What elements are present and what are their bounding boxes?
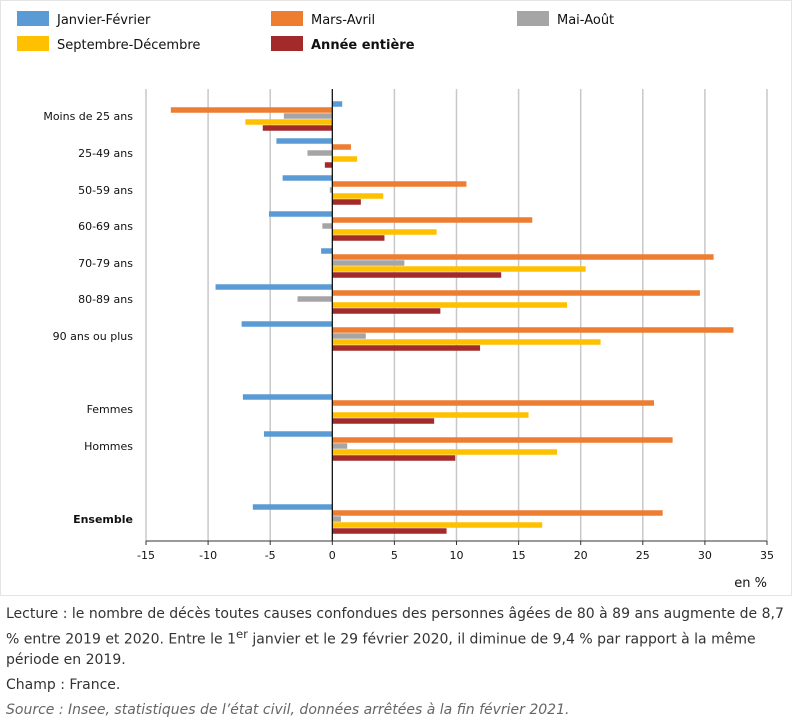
bar-annee-entiere-50-59-ans bbox=[332, 199, 361, 205]
bar-mars-avril-80-89-ans bbox=[332, 290, 700, 296]
bar-annee-entiere-90-ans-ou-plus bbox=[332, 345, 481, 351]
x-tick-label: -15 bbox=[137, 549, 155, 562]
bar-mai-aout-moins-de-25-ans bbox=[283, 113, 333, 119]
bar-mai-aout-80-89-ans bbox=[297, 296, 333, 302]
x-tick-label: 35 bbox=[760, 549, 774, 562]
chart-panel: Janvier-Février Mars-Avril Mai-Août Septemb… bbox=[0, 0, 792, 596]
category-label-femmes: Femmes bbox=[87, 403, 134, 416]
legend-label-septembre-decembre: Septembre-Décembre bbox=[57, 38, 200, 53]
bar-mars-avril-90-ans-ou-plus bbox=[332, 327, 734, 333]
bar-mai-aout-60-69-ans bbox=[322, 223, 333, 229]
legend-label-annee-entiere: Année entière bbox=[311, 38, 415, 53]
chart-notes: Lecture : le nombre de décès toutes caus… bbox=[6, 604, 796, 720]
x-tick-label: 25 bbox=[636, 549, 650, 562]
x-tick-label: -5 bbox=[265, 549, 276, 562]
bar-mai-aout-25-49-ans bbox=[307, 150, 333, 156]
bar-janvier-fevrier-moins-de-25-ans bbox=[332, 101, 343, 107]
bar-annee-entiere-25-49-ans bbox=[324, 162, 333, 168]
bar-annee-entiere-70-79-ans bbox=[332, 272, 502, 278]
category-label-hommes: Hommes bbox=[84, 440, 133, 453]
x-tick-label: 20 bbox=[574, 549, 588, 562]
legend-label-mars-avril: Mars-Avril bbox=[311, 13, 375, 28]
legend-swatch-janvier-fevrier bbox=[17, 11, 49, 26]
reading-note-part1: Lecture : le nombre de décès toutes caus… bbox=[6, 606, 784, 648]
x-tick-label: 30 bbox=[698, 549, 712, 562]
bar-mars-avril-50-59-ans bbox=[332, 181, 467, 187]
bar-septembre-decembre-25-49-ans bbox=[332, 156, 358, 162]
category-label-80-89-ans: 80-89 ans bbox=[78, 293, 133, 306]
bar-chart: Janvier-Février Mars-Avril Mai-Août Septemb… bbox=[17, 11, 774, 591]
bar-mars-avril-femmes bbox=[332, 400, 654, 406]
category-label-50-59-ans: 50-59 ans bbox=[78, 184, 133, 197]
category-label-60-69-ans: 60-69 ans bbox=[78, 220, 133, 233]
bar-septembre-decembre-femmes bbox=[332, 412, 529, 418]
bar-mai-aout-90-ans-ou-plus bbox=[332, 333, 366, 339]
reading-note: Lecture : le nombre de décès toutes caus… bbox=[6, 604, 796, 670]
x-tick-label: 15 bbox=[512, 549, 526, 562]
reading-note-superscript: er bbox=[235, 627, 248, 641]
x-axis-title: en % bbox=[734, 576, 767, 591]
bar-annee-entiere-hommes bbox=[332, 455, 456, 461]
bar-mai-aout-hommes bbox=[332, 443, 348, 449]
bar-mars-avril-70-79-ans bbox=[332, 254, 714, 260]
legend-label-janvier-fevrier: Janvier-Février bbox=[56, 13, 151, 28]
legend-swatch-mai-aout bbox=[517, 11, 549, 26]
x-tick-label: 5 bbox=[391, 549, 398, 562]
legend-label-mai-aout: Mai-Août bbox=[557, 13, 614, 28]
category-label-moins-de-25-ans: Moins de 25 ans bbox=[43, 110, 133, 123]
bar-septembre-decembre-60-69-ans bbox=[332, 229, 437, 235]
x-tick-label: 10 bbox=[450, 549, 464, 562]
bar-annee-entiere-ensemble bbox=[332, 528, 447, 534]
bar-janvier-fevrier-femmes bbox=[242, 394, 333, 400]
bar-septembre-decembre-50-59-ans bbox=[332, 193, 384, 199]
bar-annee-entiere-80-89-ans bbox=[332, 308, 441, 314]
bar-mai-aout-50-59-ans bbox=[329, 187, 333, 193]
source-note: Source : Insee, statistiques de l’état c… bbox=[6, 701, 570, 718]
bar-janvier-fevrier-90-ans-ou-plus bbox=[241, 321, 333, 327]
x-tick-label: 0 bbox=[329, 549, 336, 562]
bar-mai-aout-ensemble bbox=[332, 516, 341, 522]
bar-septembre-decembre-90-ans-ou-plus bbox=[332, 339, 601, 345]
reading-note-part2: janvier et le 29 février 2020, il diminu… bbox=[6, 631, 756, 668]
category-label-70-79-ans: 70-79 ans bbox=[78, 257, 133, 270]
category-label-25-49-ans: 25-49 ans bbox=[78, 147, 133, 160]
bar-septembre-decembre-70-79-ans bbox=[332, 266, 586, 272]
bar-septembre-decembre-80-89-ans bbox=[332, 302, 568, 308]
bar-janvier-fevrier-hommes bbox=[263, 431, 333, 437]
legend-swatch-mars-avril bbox=[271, 11, 303, 26]
bar-mars-avril-25-49-ans bbox=[332, 144, 351, 150]
bar-mars-avril-60-69-ans bbox=[332, 217, 533, 223]
bar-janvier-fevrier-ensemble bbox=[252, 504, 333, 510]
bar-annee-entiere-femmes bbox=[332, 418, 435, 424]
bar-annee-entiere-60-69-ans bbox=[332, 235, 385, 241]
bar-janvier-fevrier-50-59-ans bbox=[282, 175, 333, 181]
bar-annee-entiere-moins-de-25-ans bbox=[262, 125, 333, 131]
bar-janvier-fevrier-80-89-ans bbox=[215, 284, 333, 290]
bar-janvier-fevrier-60-69-ans bbox=[268, 211, 333, 217]
bar-septembre-decembre-hommes bbox=[332, 449, 558, 455]
bar-septembre-decembre-ensemble bbox=[332, 522, 543, 528]
bar-mars-avril-ensemble bbox=[332, 510, 663, 516]
bar-mars-avril-moins-de-25-ans bbox=[170, 107, 333, 113]
legend-swatch-annee-entiere bbox=[271, 36, 303, 51]
x-tick-label: -10 bbox=[199, 549, 217, 562]
legend-swatch-septembre-decembre bbox=[17, 36, 49, 51]
bar-mars-avril-hommes bbox=[332, 437, 673, 443]
category-label-ensemble: Ensemble bbox=[73, 513, 133, 526]
category-label-90-ans-ou-plus: 90 ans ou plus bbox=[53, 330, 134, 343]
bar-janvier-fevrier-70-79-ans bbox=[321, 248, 333, 254]
bar-janvier-fevrier-25-49-ans bbox=[276, 138, 333, 144]
scope-note: Champ : France. bbox=[6, 676, 121, 693]
bar-septembre-decembre-moins-de-25-ans bbox=[245, 119, 333, 125]
bar-mai-aout-70-79-ans bbox=[332, 260, 405, 266]
